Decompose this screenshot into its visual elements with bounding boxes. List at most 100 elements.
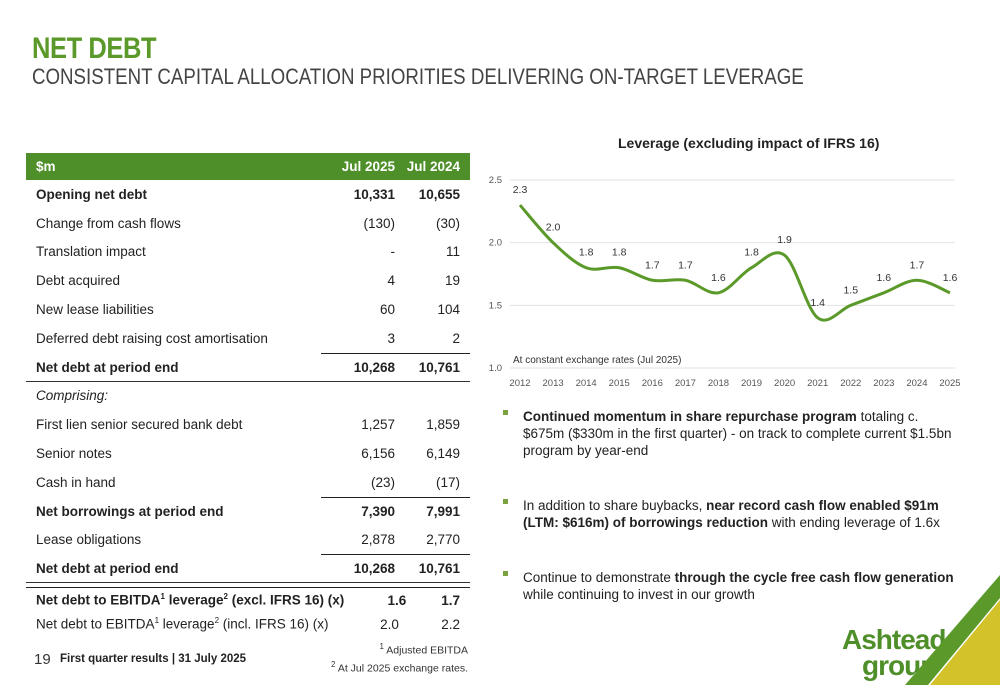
table-row: Change from cash flows (130) (30) [26, 209, 470, 238]
row-label: Lease obligations [36, 532, 142, 548]
bullet-square-icon [503, 410, 508, 415]
row-value-2024: (17) [435, 474, 460, 490]
bullet-text: totaling c. $675m ($330m in the first qu… [523, 409, 952, 458]
bullet-text: Continue to demonstrate [523, 570, 675, 585]
table-row-leverage-incl: Net debt to EBITDA1 leverage2 (incl. IFR… [26, 613, 470, 635]
row-value-2025: (23) [370, 474, 395, 490]
chart-annotation: At constant exchange rates (Jul 2025) [513, 355, 681, 366]
y-axis-ticks: 1.0 1.5 2.0 2.5 [489, 175, 502, 374]
row-value-2025: 6,156 [361, 446, 395, 462]
table-row-subtotal: Net borrowings at period end 7,390 7,991 [26, 496, 470, 526]
data-label: 1.7 [645, 259, 660, 271]
row-value-2025: 10,268 [353, 561, 395, 577]
data-label: 1.4 [810, 297, 825, 309]
footnote-text: At Jul 2025 exchange rates. [337, 662, 468, 674]
x-tick-label: 2017 [675, 378, 696, 389]
footnote-ref: 1 [160, 592, 165, 602]
x-tick-label: 2019 [741, 378, 762, 389]
table-row: Senior notes 6,156 6,149 [26, 439, 470, 468]
data-label: 1.7 [678, 259, 693, 271]
leverage-series-line [518, 204, 951, 322]
x-tick-label: 2016 [642, 378, 663, 389]
x-tick-label: 2025 [939, 378, 960, 389]
x-tick-label: 2014 [576, 378, 597, 389]
row-label: New lease liabilities [36, 302, 154, 318]
row-value-2024: (30) [435, 215, 460, 231]
header-col-jul-2024: Jul 2024 [406, 159, 460, 174]
row-value-2025: 1.6 [387, 592, 407, 608]
row-value-2024: 1,859 [426, 417, 460, 433]
row-value-2025: - [390, 244, 396, 260]
leverage-text: Net debt to EBITDA [36, 592, 161, 608]
x-tick-label: 2012 [509, 378, 530, 389]
data-label: 1.5 [843, 284, 858, 296]
table-row-leverage-excl: Net debt to EBITDA1 leverage2 (excl. IFR… [26, 587, 470, 613]
footnotes: 1 Adjusted EBITDA 2 At Jul 2025 exchange… [331, 640, 468, 675]
leverage-text: (incl. IFRS 16) (x) [219, 616, 329, 632]
y-tick-label: 2.5 [489, 175, 502, 186]
row-label: Opening net debt [36, 186, 147, 202]
row-label: Debt acquired [36, 273, 121, 289]
slide-subtitle: CONSISTENT CAPITAL ALLOCATION PRIORITIES… [32, 64, 804, 89]
row-label: Cash in hand [36, 474, 116, 490]
net-debt-table: $m Jul 2025 Jul 2024 Opening net debt 10… [26, 153, 470, 635]
footnote-marker: 1 [379, 642, 384, 651]
table-row: First lien senior secured bank debt 1,25… [26, 410, 470, 439]
data-labels: 2.3 2.0 1.8 1.8 1.7 1.7 1.6 1.8 1.9 1.4 1.5 1.6 1.7 1… [513, 184, 958, 309]
data-label: 1.6 [711, 272, 726, 284]
bullet-item: Continued momentum in share repurchase p… [503, 408, 963, 459]
table-row: Deferred debt raising cost amortisation … [26, 324, 470, 353]
bullet-text: while continuing to invest in our growth [523, 587, 755, 602]
leverage-text: (excl. IFRS 16) (x) [227, 592, 345, 608]
table-row: Cash in hand (23) (17) [26, 468, 470, 497]
row-value-2025: 4 [387, 273, 395, 289]
row-value-2024: 19 [444, 273, 460, 289]
row-value-2024: 2,770 [426, 532, 460, 548]
row-label: Deferred debt raising cost amortisation [36, 330, 268, 346]
row-label: Comprising: [36, 388, 109, 404]
row-label: Net debt at period end [36, 359, 179, 375]
row-value-2025: 1,257 [361, 417, 395, 433]
bullet-text: with ending leverage of 1.6x [768, 515, 940, 530]
row-value-2025: 10,268 [353, 359, 395, 375]
table-row-total: Net debt at period end 10,268 10,761 [26, 352, 470, 382]
row-label: Net debt to EBITDA1 leverage2 (excl. IFR… [26, 592, 344, 608]
page-number: 19 [34, 651, 51, 668]
row-value-2024: 10,761 [418, 561, 460, 577]
x-tick-label: 2020 [774, 378, 795, 389]
footnote-1: 1 Adjusted EBITDA [331, 640, 469, 658]
bullet-bold-text: near record cash flow enabled $91m (LTM:… [523, 498, 939, 530]
row-label: Senior notes [36, 446, 112, 462]
row-value-2025: 3 [387, 330, 395, 346]
data-label: 2.0 [546, 222, 561, 234]
leverage-text: Net debt to EBITDA [36, 616, 155, 632]
bullet-square-icon [503, 571, 508, 576]
row-value-2024: 1.7 [441, 592, 460, 608]
x-tick-label: 2021 [807, 378, 828, 389]
row-value-2024: 10,655 [418, 186, 460, 202]
row-value-2024: 104 [437, 302, 460, 318]
row-value-2025: 2,878 [361, 532, 395, 548]
corner-stripe-green [905, 575, 1000, 685]
footnote-ref: 2 [223, 592, 228, 602]
x-tick-label: 2015 [609, 378, 630, 389]
row-value-2024: 7,991 [426, 503, 460, 519]
footnote-ref: 1 [154, 616, 160, 626]
row-value-2025: 2.0 [380, 616, 399, 632]
bullet-bold-text: through the cycle free cash flow generat… [674, 570, 954, 585]
row-label: Translation impact [36, 244, 146, 260]
x-tick-label: 2023 [873, 378, 894, 389]
data-label: 1.6 [877, 272, 892, 284]
footer-text: First quarter results | 31 July 2025 [60, 653, 247, 665]
bullet-item: Continue to demonstrate through the cycl… [503, 569, 963, 603]
row-label: Change from cash flows [36, 215, 181, 231]
bullet-square-icon [503, 499, 508, 504]
footnote-marker: 2 [331, 659, 336, 669]
x-tick-label: 2018 [708, 378, 729, 389]
row-label: Net borrowings at period end [36, 503, 224, 519]
data-label: 1.6 [943, 272, 958, 284]
row-value-2024: 10,761 [418, 359, 460, 375]
data-label: 1.9 [777, 234, 792, 246]
data-label: 1.8 [612, 247, 627, 259]
